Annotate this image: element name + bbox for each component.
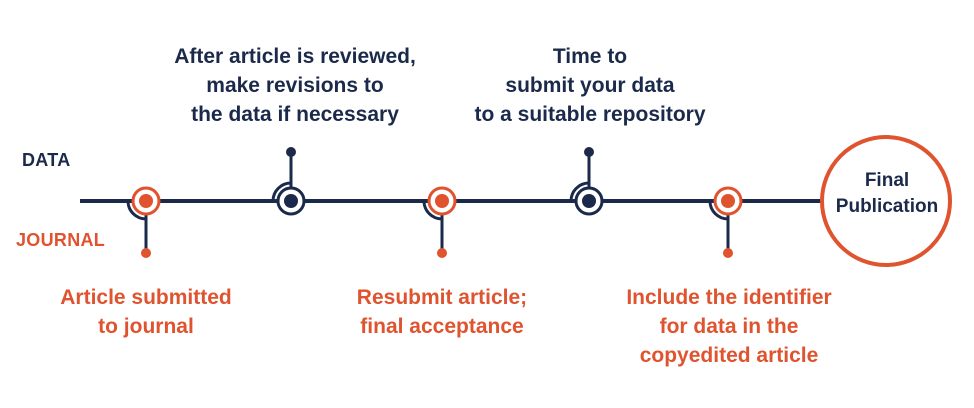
data-track-label: DATA [22,150,71,170]
final-publication-label: Final Publication [835,170,939,217]
milestone-node-3 [422,186,457,258]
milestone-label-2: After article is reviewed, make revision… [174,45,416,126]
milestone-node-1 [126,186,161,258]
milestone-label-5: Include the identifier for data in the c… [626,286,832,367]
milestone-node-4 [569,147,604,216]
milestone-node-2 [271,147,306,216]
milestone-label-4: Time to submit your data to a suitable r… [474,45,706,126]
final-publication-circle [820,135,952,267]
milestone-label-3: Resubmit article; final acceptance [356,286,528,338]
milestone-node-5 [708,186,743,258]
journal-track-label: JOURNAL [16,230,106,250]
milestone-label-1: Article submitted to journal [60,286,232,338]
